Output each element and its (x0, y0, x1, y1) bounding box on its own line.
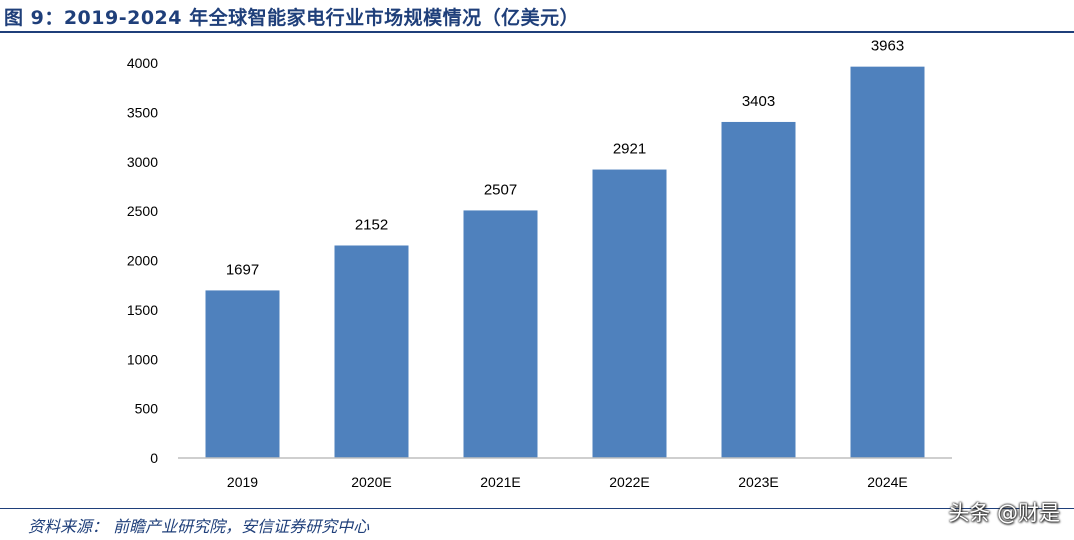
bar-chart: 0 500 1000 1500 2000 2500 3000 3500 4000 1697 215… (127, 38, 952, 490)
title-rule (0, 31, 1074, 33)
bar (721, 121, 796, 459)
x-tick-label: 2022E (609, 474, 649, 490)
source-note: 资料来源： 前瞻产业研究院，安信证券研究中心 (28, 517, 370, 536)
data-label: 2507 (484, 181, 517, 198)
bar (850, 66, 925, 458)
y-tick-label: 2000 (127, 253, 158, 269)
figure-title: 图 9：2019-2024 年全球智能家电行业市场规模情况（亿美元） (4, 7, 580, 29)
data-label: 2152 (355, 216, 388, 233)
bar (592, 169, 667, 458)
x-tick-label: 2023E (738, 474, 778, 490)
data-label: 3963 (871, 38, 904, 55)
y-tick-label: 0 (150, 450, 158, 466)
bars (205, 66, 925, 459)
x-tick-label: 2021E (480, 474, 520, 490)
data-label: 1697 (226, 261, 259, 278)
x-axis-ticks: 2019 2020E 2021E 2022E 2023E 2024E (227, 474, 908, 490)
x-tick-label: 2019 (227, 474, 258, 490)
x-tick-label: 2024E (867, 474, 907, 490)
y-tick-label: 1000 (127, 351, 158, 367)
y-tick-label: 2500 (127, 203, 158, 219)
data-label: 2921 (613, 141, 646, 158)
y-tick-label: 3500 (127, 104, 158, 120)
y-axis-ticks: 0 500 1000 1500 2000 2500 3000 3500 4000 (127, 55, 158, 466)
y-tick-label: 500 (135, 401, 159, 417)
source-rule (0, 508, 1074, 509)
x-tick-label: 2020E (351, 474, 391, 490)
data-labels: 1697 2152 2507 2921 3403 3963 (226, 38, 904, 279)
data-label: 3403 (742, 93, 775, 110)
y-tick-label: 4000 (127, 55, 158, 71)
bar (334, 245, 409, 458)
bar (205, 290, 280, 458)
bar (463, 210, 538, 458)
y-tick-label: 3000 (127, 154, 158, 170)
watermark: 头条 @财是 (948, 501, 1060, 525)
y-tick-label: 1500 (127, 302, 158, 318)
